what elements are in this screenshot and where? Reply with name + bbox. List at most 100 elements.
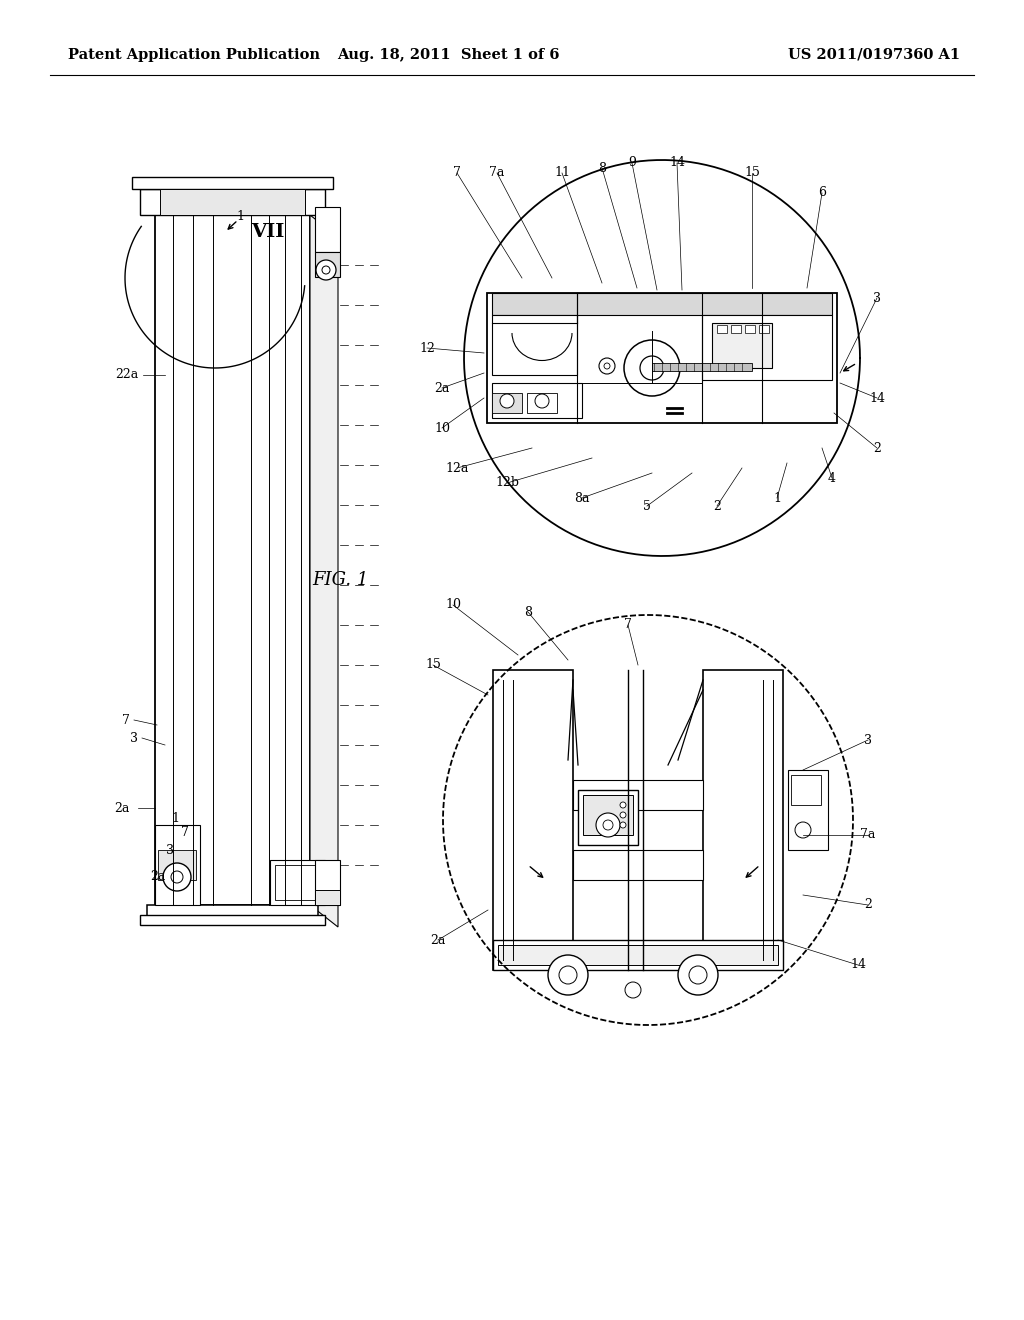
- Text: 7: 7: [122, 714, 130, 726]
- Text: 3: 3: [864, 734, 872, 747]
- Bar: [147, 906, 318, 923]
- Text: VII: VII: [251, 223, 285, 242]
- Circle shape: [599, 358, 615, 374]
- Bar: [745, 325, 755, 333]
- Text: 7a: 7a: [489, 166, 505, 180]
- Text: 2a: 2a: [115, 801, 130, 814]
- Circle shape: [316, 260, 336, 280]
- Text: 10: 10: [445, 598, 461, 611]
- Bar: [573, 780, 703, 810]
- Circle shape: [559, 966, 577, 983]
- Text: 2a: 2a: [151, 870, 166, 883]
- Circle shape: [678, 954, 718, 995]
- Text: 14: 14: [850, 958, 866, 972]
- Text: Patent Application Publication: Patent Application Publication: [68, 48, 319, 62]
- Bar: [493, 940, 783, 970]
- Bar: [160, 189, 305, 215]
- Text: 1: 1: [236, 210, 244, 223]
- Text: 7: 7: [624, 619, 632, 631]
- Circle shape: [603, 820, 613, 830]
- Bar: [275, 865, 319, 900]
- Text: 8a: 8a: [574, 491, 590, 504]
- Text: 1: 1: [773, 491, 781, 504]
- Bar: [315, 207, 340, 252]
- Circle shape: [620, 822, 626, 828]
- Polygon shape: [310, 215, 338, 927]
- Text: 6: 6: [818, 186, 826, 199]
- Text: 2a: 2a: [430, 933, 445, 946]
- Bar: [759, 325, 769, 333]
- Bar: [487, 293, 837, 422]
- Bar: [315, 861, 340, 906]
- Bar: [493, 671, 573, 970]
- Text: 12: 12: [419, 342, 435, 355]
- Circle shape: [624, 341, 680, 396]
- Text: 5: 5: [643, 499, 651, 512]
- Bar: [702, 315, 831, 380]
- Bar: [573, 850, 703, 880]
- Text: 7: 7: [453, 166, 461, 180]
- Text: 12a: 12a: [445, 462, 469, 474]
- Bar: [132, 177, 333, 189]
- Circle shape: [689, 966, 707, 983]
- Bar: [583, 795, 633, 836]
- Bar: [498, 945, 778, 965]
- Circle shape: [620, 803, 626, 808]
- Text: 3: 3: [166, 843, 174, 857]
- Text: 2: 2: [864, 899, 872, 912]
- Bar: [527, 393, 557, 413]
- Text: US 2011/0197360 A1: US 2011/0197360 A1: [787, 48, 961, 62]
- Circle shape: [163, 863, 191, 891]
- Circle shape: [548, 954, 588, 995]
- Text: 4: 4: [828, 471, 836, 484]
- Bar: [652, 363, 752, 371]
- Text: 2: 2: [873, 441, 881, 454]
- Text: 7: 7: [181, 825, 189, 838]
- Bar: [155, 825, 200, 906]
- Bar: [315, 252, 340, 277]
- Circle shape: [640, 356, 664, 380]
- Bar: [492, 393, 522, 413]
- Circle shape: [604, 363, 610, 370]
- Text: Aug. 18, 2011  Sheet 1 of 6: Aug. 18, 2011 Sheet 1 of 6: [337, 48, 559, 62]
- Text: 15: 15: [744, 166, 760, 180]
- Circle shape: [535, 393, 549, 408]
- Bar: [270, 861, 325, 906]
- Circle shape: [596, 813, 620, 837]
- Bar: [492, 315, 577, 375]
- Text: 14: 14: [869, 392, 885, 404]
- Bar: [791, 775, 821, 805]
- Text: 8: 8: [524, 606, 532, 619]
- Bar: [788, 770, 828, 850]
- Bar: [140, 915, 325, 925]
- Text: 3: 3: [130, 731, 138, 744]
- Text: 10: 10: [434, 421, 450, 434]
- Text: 15: 15: [425, 659, 441, 672]
- Text: 2a: 2a: [434, 381, 450, 395]
- Text: 11: 11: [554, 166, 570, 180]
- Bar: [717, 325, 727, 333]
- Text: 7a: 7a: [860, 829, 876, 842]
- Bar: [158, 850, 196, 880]
- Bar: [140, 189, 325, 215]
- Bar: [315, 890, 340, 906]
- Text: 9: 9: [628, 157, 636, 169]
- Circle shape: [322, 267, 330, 275]
- Text: 12b: 12b: [495, 477, 519, 490]
- Circle shape: [625, 982, 641, 998]
- Text: 8: 8: [598, 161, 606, 174]
- Text: 2: 2: [713, 499, 721, 512]
- Bar: [712, 323, 772, 368]
- Circle shape: [171, 871, 183, 883]
- Bar: [703, 671, 783, 970]
- Text: 3: 3: [873, 292, 881, 305]
- Text: 22a: 22a: [115, 368, 138, 381]
- Bar: [492, 383, 582, 418]
- Circle shape: [620, 812, 626, 818]
- Bar: [731, 325, 741, 333]
- Circle shape: [795, 822, 811, 838]
- Text: 1: 1: [171, 812, 179, 825]
- Bar: [578, 789, 638, 845]
- Text: 14: 14: [669, 157, 685, 169]
- Text: FIG. 1: FIG. 1: [312, 572, 369, 589]
